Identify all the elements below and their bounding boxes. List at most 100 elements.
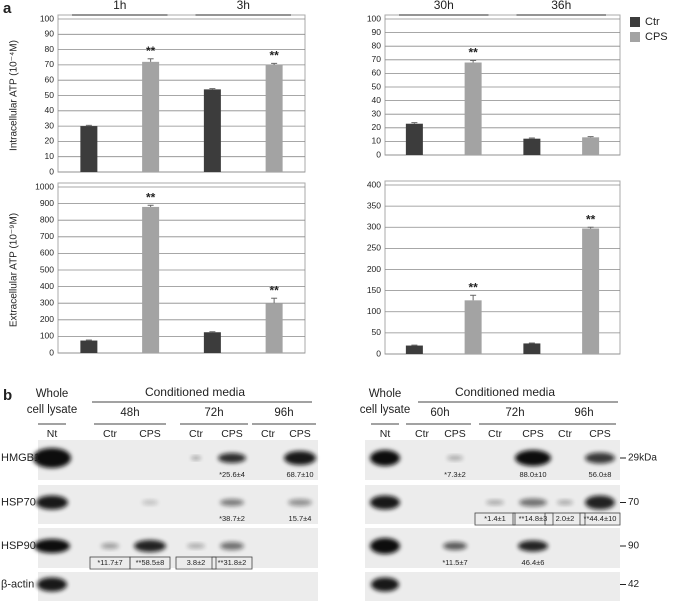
lane-label: CPS [444, 428, 466, 440]
y-tick-label: 900 [40, 198, 54, 208]
significance: ** [269, 49, 279, 63]
group-label: 3h [237, 0, 250, 12]
y-tick-label: 400 [40, 281, 54, 291]
quant-label: 3.8±2 [187, 558, 206, 567]
panel-label: b [3, 387, 12, 404]
significance: ** [146, 190, 156, 204]
band [187, 543, 205, 549]
row-label: HMGB1 [1, 452, 40, 464]
quant-label: 68.7±10 [286, 470, 313, 479]
significance: ** [146, 44, 156, 58]
y-tick-label: 0 [376, 149, 381, 159]
quant-label: **44.4±10 [584, 514, 617, 523]
time-label: 96h [574, 407, 593, 419]
quant-label: *25.6±4 [219, 470, 245, 479]
bar [142, 61, 160, 173]
row-label: β-actin [1, 578, 34, 590]
legend-swatch [630, 17, 640, 27]
significance: ** [269, 283, 279, 297]
blot-header: Whole [369, 388, 402, 400]
lane-label: Nt [380, 428, 391, 440]
legend-label: Ctr [645, 16, 660, 28]
quant-label: **58.5±8 [136, 558, 165, 567]
blot-strip [365, 572, 620, 601]
blot-strip [365, 528, 620, 568]
lane-label: Nt [47, 428, 58, 440]
blot-header: Whole [36, 388, 69, 400]
significance: ** [468, 46, 478, 60]
blot-media: Conditioned media [145, 385, 245, 399]
band [284, 451, 316, 465]
band [443, 542, 467, 550]
y-tick-label: 40 [45, 105, 55, 115]
y-tick-label: 60 [372, 68, 382, 78]
y-tick-label: 10 [45, 151, 55, 161]
marker-label: 90 [628, 541, 640, 552]
blot-strip [38, 440, 318, 480]
quant-box [579, 512, 621, 526]
band [486, 500, 504, 505]
panel-label: a [3, 0, 12, 17]
y-tick-label: 90 [372, 27, 382, 37]
group-label: 1h [113, 0, 126, 12]
quant-label: 56.0±8 [589, 470, 612, 479]
y-tick-label: 20 [372, 122, 382, 132]
bar [142, 206, 160, 353]
blot-strip [38, 485, 318, 524]
bar [80, 126, 98, 172]
quant-label: 2.0±2 [556, 514, 575, 523]
group-label: 36h [551, 0, 571, 12]
y-tick-label: 300 [40, 297, 54, 307]
quant-label: *7.3±2 [444, 470, 466, 479]
legend-swatch [630, 32, 640, 42]
y-tick-label: 30 [372, 108, 382, 118]
lane-label: Ctr [189, 428, 204, 440]
plot-frame [384, 180, 621, 355]
y-tick-label: 0 [49, 166, 54, 176]
y-tick-label: 50 [372, 327, 382, 337]
band [191, 456, 201, 460]
y-tick-label: 70 [45, 59, 55, 69]
y-axis-label: Extracellular ATP (10⁻⁹M) [9, 213, 20, 327]
bar [582, 137, 600, 155]
blot-media: Conditioned media [455, 385, 555, 399]
quant-box [544, 512, 586, 526]
plot-frame [57, 182, 306, 354]
y-tick-label: 0 [376, 348, 381, 358]
y-tick-label: 20 [45, 136, 55, 146]
bar [405, 345, 423, 354]
y-tick-label: 700 [40, 231, 54, 241]
y-tick-label: 50 [45, 90, 55, 100]
quant-label: **31.8±2 [218, 558, 247, 567]
bar [464, 62, 482, 155]
y-tick-label: 40 [372, 95, 382, 105]
lane-label: Ctr [488, 428, 503, 440]
lane-label: Ctr [261, 428, 276, 440]
band [101, 543, 119, 549]
time-label: 60h [430, 407, 449, 419]
blot-header: cell lysate [360, 404, 411, 416]
band [447, 455, 463, 461]
y-tick-label: 200 [367, 264, 381, 274]
row-label: HSP90 [1, 540, 36, 552]
quant-label: **14.8±3 [519, 514, 548, 523]
band [557, 500, 573, 505]
legend-label: CPS [645, 31, 668, 43]
lane-label: Ctr [415, 428, 430, 440]
time-label: 96h [274, 407, 293, 419]
y-tick-label: 0 [49, 347, 54, 357]
quant-label: 88.0±10 [519, 470, 546, 479]
y-tick-label: 70 [372, 54, 382, 64]
y-tick-label: 100 [40, 331, 54, 341]
quant-label: 15.7±4 [289, 514, 312, 523]
y-tick-label: 800 [40, 214, 54, 224]
quant-label: *38.7±2 [219, 514, 245, 523]
y-tick-label: 10 [372, 136, 382, 146]
time-label: 72h [204, 407, 223, 419]
quant-label: *11.5±7 [442, 558, 467, 567]
bar [523, 138, 541, 155]
y-tick-label: 90 [45, 29, 55, 39]
group-label: 30h [434, 0, 454, 12]
bar [203, 332, 221, 353]
